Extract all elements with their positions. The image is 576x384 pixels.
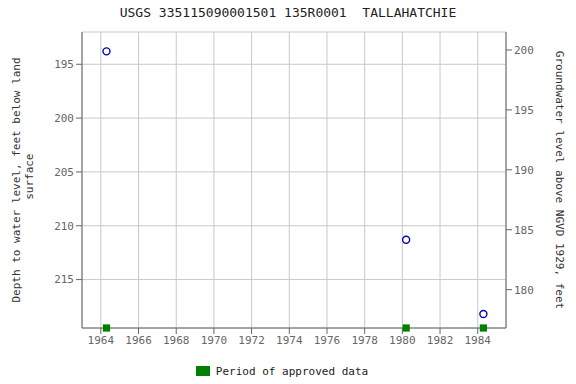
svg-text:195: 195 <box>514 104 534 117</box>
html-text:USGS 335115090001501 135R0001: USGS 335115090001501 135R0001 TALLAHATCH… <box>119 5 457 20</box>
svg-text:Depth to water level, feet bel: Depth to water level, feet below land su… <box>10 57 36 302</box>
svg-text:1982: 1982 <box>427 334 454 347</box>
svg-text:210: 210 <box>54 220 74 233</box>
svg-text:1964: 1964 <box>88 334 115 347</box>
svg-text:200: 200 <box>514 44 534 57</box>
svg-text:180: 180 <box>514 284 534 297</box>
svg-text:200: 200 <box>54 112 74 125</box>
svg-text:1974: 1974 <box>276 334 303 347</box>
svg-text:185: 185 <box>514 224 534 237</box>
svg-text:190: 190 <box>514 164 534 177</box>
svg-text:1972: 1972 <box>238 334 265 347</box>
svg-text:1966: 1966 <box>125 334 152 347</box>
svg-text:1968: 1968 <box>163 334 190 347</box>
svg-text:1978: 1978 <box>351 334 378 347</box>
svg-text:1976: 1976 <box>314 334 341 347</box>
svg-text:1980: 1980 <box>389 334 416 347</box>
svg-text:Groundwater level above NGVD 1: Groundwater level above NGVD 1929, feet <box>553 51 566 309</box>
svg-text:215: 215 <box>54 273 74 286</box>
svg-text:1970: 1970 <box>201 334 228 347</box>
svg-text:205: 205 <box>54 166 74 179</box>
html-text:Period of approved data: Period of approved data <box>215 364 369 378</box>
svg-text:195: 195 <box>54 58 74 71</box>
svg-text:1984: 1984 <box>464 334 491 347</box>
